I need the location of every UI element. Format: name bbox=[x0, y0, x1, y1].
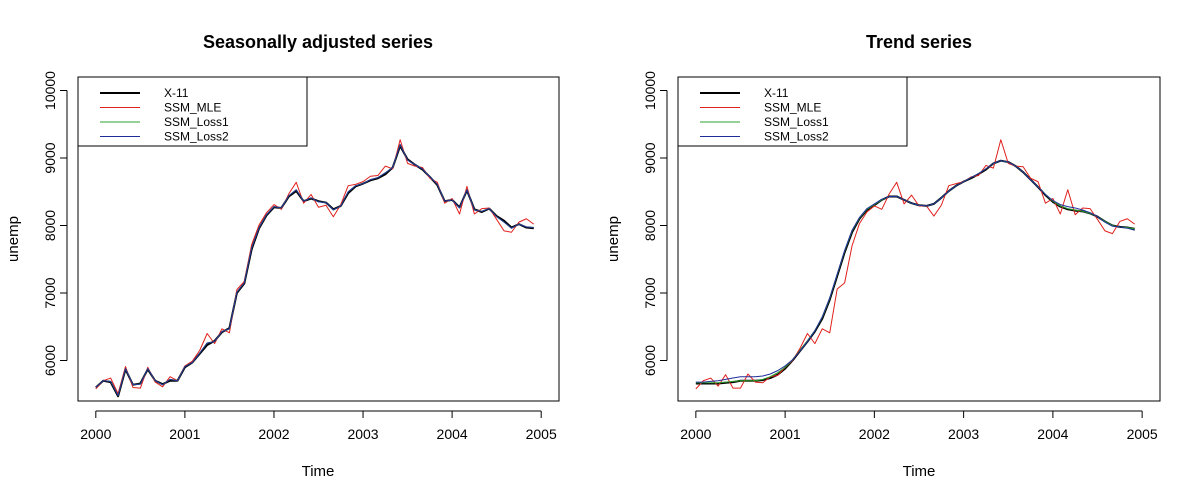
chart-title: Trend series bbox=[866, 32, 972, 52]
legend-label: SSM_Loss1 bbox=[164, 115, 229, 129]
x-tick-label: 2001 bbox=[169, 426, 200, 442]
legend-label: X-11 bbox=[764, 86, 789, 100]
x-tick-label: 2000 bbox=[680, 426, 711, 442]
legend-label: SSM_MLE bbox=[164, 101, 221, 115]
legend-label: X-11 bbox=[164, 86, 189, 100]
chart-panel-0: Seasonally adjusted series 2000 2001 2002 20… bbox=[5, 32, 560, 480]
series-line-ssm-loss2 bbox=[95, 144, 534, 397]
y-axis-label: unemp bbox=[5, 216, 22, 262]
y-tick-label: 8000 bbox=[42, 210, 58, 241]
legend-label: SSM_Loss2 bbox=[164, 130, 229, 144]
series-line-ssm-mle bbox=[695, 139, 1136, 390]
series-line-ssm-loss1 bbox=[95, 144, 534, 397]
y-tick-label: 7000 bbox=[642, 277, 658, 308]
x-tick-label: 2002 bbox=[258, 426, 289, 442]
series-line-x-11 bbox=[95, 144, 534, 398]
chart-panel-1: Trend series 2000 2001 2002 2003 2004 2005 6000… bbox=[605, 32, 1161, 480]
chart-title: Seasonally adjusted series bbox=[203, 32, 433, 52]
x-axis-label: Time bbox=[302, 463, 335, 480]
y-tick-label: 6000 bbox=[42, 345, 58, 376]
y-tick-label: 10000 bbox=[642, 71, 658, 110]
x-axis-label: Time bbox=[903, 463, 936, 480]
y-tick-label: 10000 bbox=[42, 71, 58, 110]
y-tick-label: 7000 bbox=[42, 277, 58, 308]
x-tick-label: 2001 bbox=[770, 426, 801, 442]
x-tick-label: 2003 bbox=[347, 426, 378, 442]
x-tick-label: 2003 bbox=[948, 426, 979, 442]
series-line-ssm-loss2 bbox=[695, 160, 1135, 383]
series-line-ssm-mle bbox=[95, 139, 535, 395]
y-axis-label: unemp bbox=[605, 216, 622, 262]
x-tick-label: 2000 bbox=[80, 426, 111, 442]
legend-box bbox=[77, 76, 308, 147]
plot-frame bbox=[77, 76, 560, 402]
y-tick-label: 6000 bbox=[642, 345, 658, 376]
legend-box bbox=[677, 76, 908, 147]
x-tick-label: 2002 bbox=[859, 426, 890, 442]
legend-label: SSM_MLE bbox=[764, 101, 821, 115]
y-tick-label: 9000 bbox=[642, 142, 658, 173]
x-tick-label: 2004 bbox=[437, 426, 468, 442]
x-tick-label: 2005 bbox=[1127, 426, 1158, 442]
legend-label: SSM_Loss2 bbox=[764, 130, 829, 144]
y-tick-label: 9000 bbox=[42, 142, 58, 173]
x-tick-label: 2004 bbox=[1037, 426, 1068, 442]
plot-frame bbox=[677, 76, 1161, 402]
x-tick-label: 2005 bbox=[526, 426, 557, 442]
y-tick-label: 8000 bbox=[642, 210, 658, 241]
legend-label: SSM_Loss1 bbox=[764, 115, 829, 129]
